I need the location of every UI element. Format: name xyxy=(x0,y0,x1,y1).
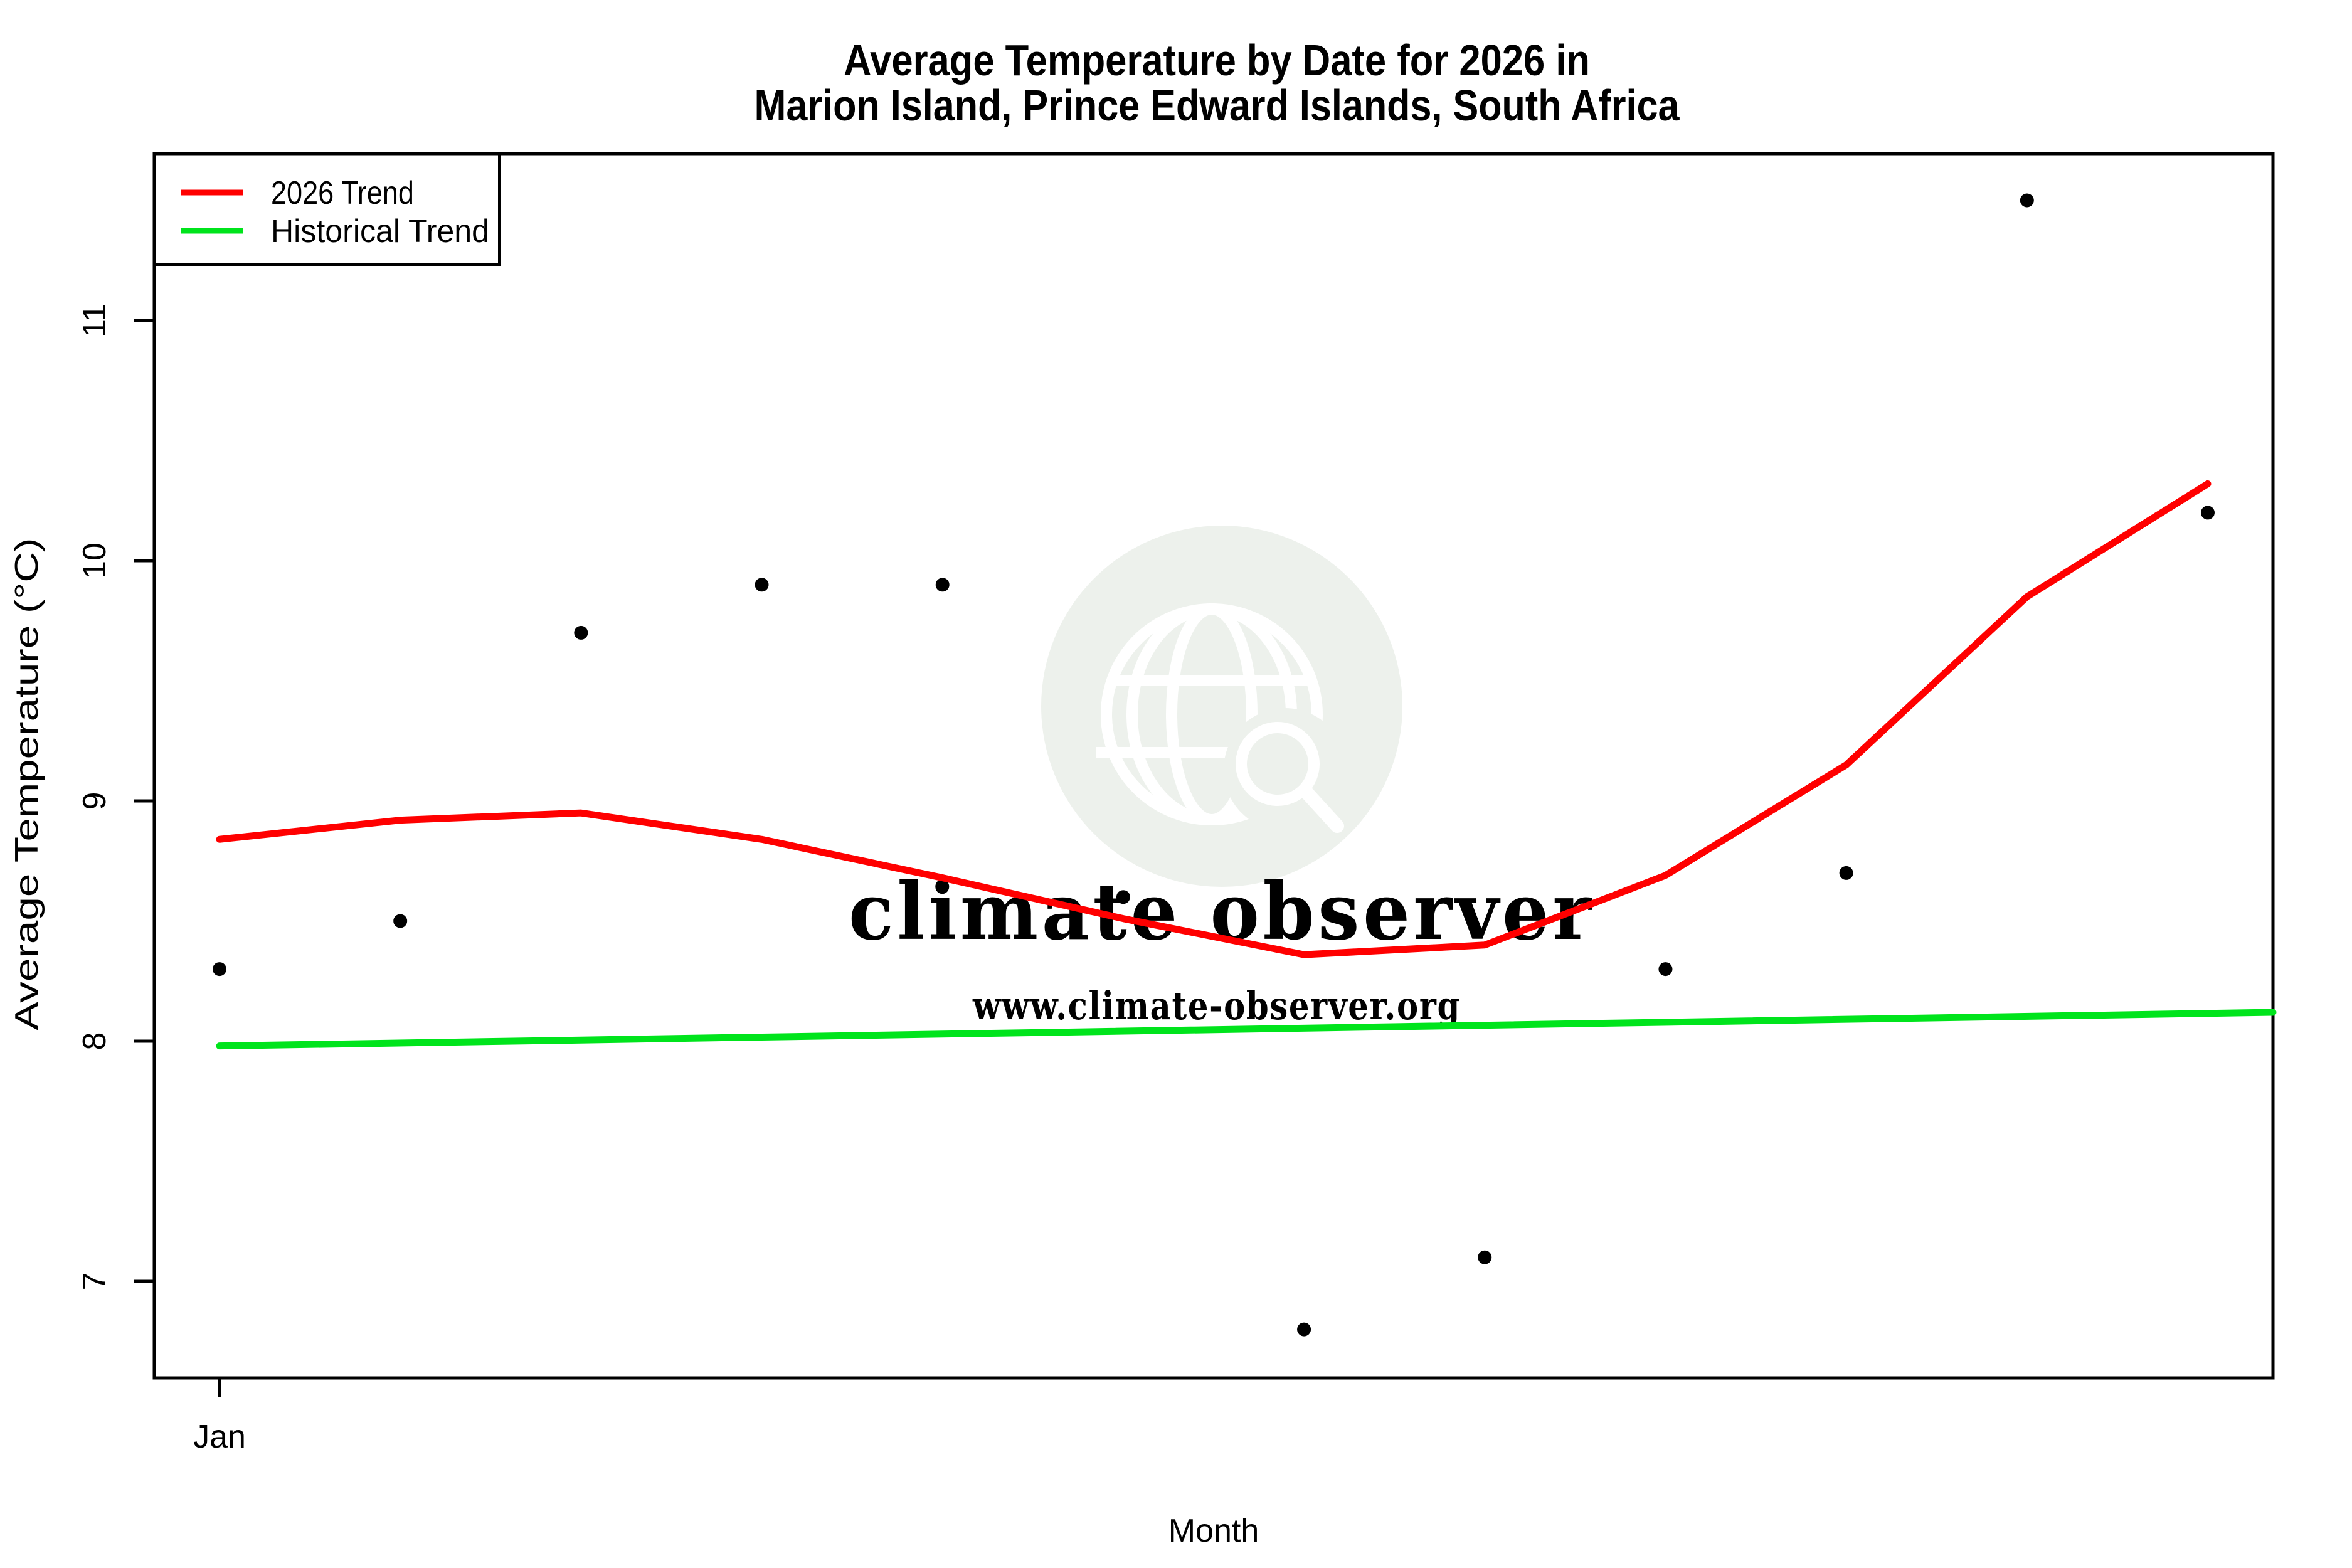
scatter-point xyxy=(1116,890,1130,904)
plot-border xyxy=(152,152,2275,1380)
legend-label-historical-trend: Historical Trend xyxy=(271,213,489,250)
legend-box xyxy=(153,152,501,266)
legend: 2026 Trend Historical Trend xyxy=(153,152,501,266)
scatter-point xyxy=(2020,193,2034,208)
scatter-point xyxy=(2200,506,2215,520)
scatter-point xyxy=(574,625,588,640)
watermark: climate observer www.climate-observer.or… xyxy=(849,526,1591,1029)
y-tick-label: 10 xyxy=(77,543,113,579)
scatter-point xyxy=(1658,962,1673,977)
y-tick-label: 9 xyxy=(77,792,113,810)
scatter-point xyxy=(1478,1250,1492,1264)
scatter-point xyxy=(393,914,408,928)
magnifier-icon xyxy=(1236,722,1344,833)
labels: Average Temperature by Date for 2026 in … xyxy=(9,36,1680,1549)
trend-line-2026 xyxy=(216,480,2212,958)
x-tick-label-jan: Jan xyxy=(193,1419,246,1455)
scatter-point xyxy=(935,578,950,592)
y-tick-label: 7 xyxy=(77,1273,113,1291)
chart-title-line2: Marion Island, Prince Edward Islands, So… xyxy=(755,81,1680,130)
watermark-url-text: www.climate-observer.org xyxy=(972,983,1461,1029)
y-tick-label: 8 xyxy=(77,1032,113,1051)
legend-label-2026-trend: 2026 Trend xyxy=(271,175,414,211)
chart-title-line1: Average Temperature by Date for 2026 in xyxy=(844,36,1590,85)
historical-trend-line xyxy=(216,1009,2277,1050)
scatter-point xyxy=(755,578,769,592)
scatter-point xyxy=(1839,866,1853,880)
plot-area: 7 8 9 10 11 xyxy=(77,152,2277,1397)
y-tick-label: 11 xyxy=(77,304,113,337)
x-axis-title: Month xyxy=(1168,1513,1259,1549)
scatter-point xyxy=(213,962,226,977)
scatter-point xyxy=(1297,1322,1311,1337)
watermark-logo-circle xyxy=(1041,526,1402,887)
y-axis-title: Average Temperature (°C) xyxy=(9,538,45,1030)
